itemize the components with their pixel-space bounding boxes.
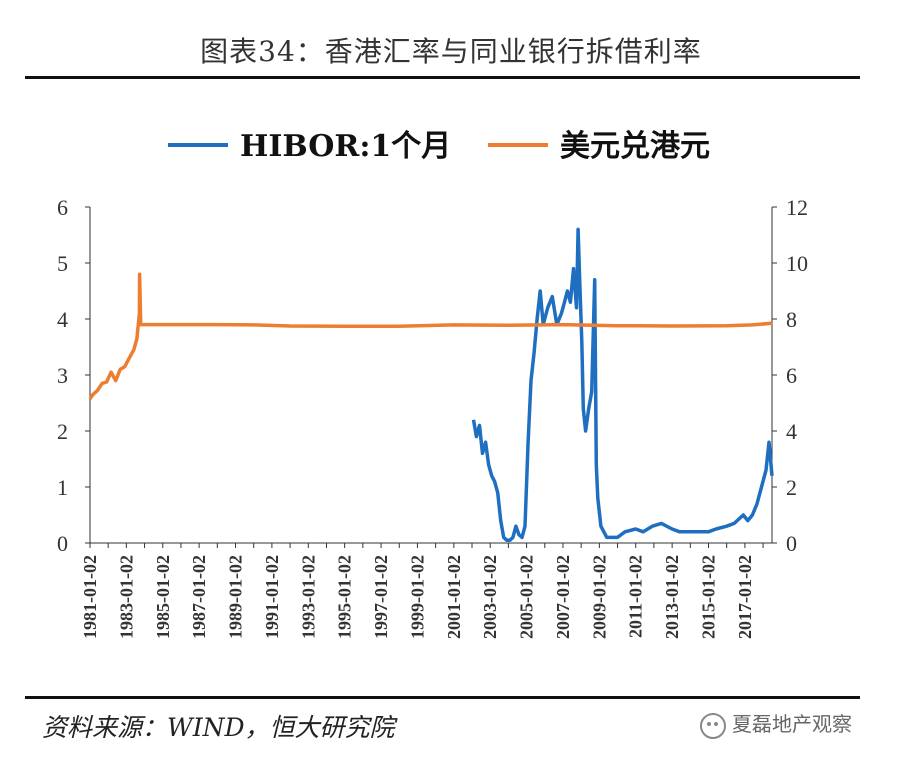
page-title: 图表34：香港汇率与同业银行拆借利率 <box>200 35 702 68</box>
x-tick-label: 2011-01-02 <box>626 555 646 638</box>
chart-legend: HIBOR:1个月 美元兑港元 <box>168 129 710 164</box>
y-right-tick-label: 10 <box>786 251 808 276</box>
x-tick-label: 2017-01-02 <box>735 555 755 639</box>
x-tick-label: 1987-01-02 <box>189 555 209 639</box>
y-right-tick-label: 8 <box>786 307 797 332</box>
y-left-tick-label: 6 <box>57 195 68 220</box>
x-tick-label: 2007-01-02 <box>553 555 573 639</box>
y-left-tick-label: 5 <box>57 251 68 276</box>
x-tick-label: 2015-01-02 <box>698 555 718 639</box>
source-note: 资料来源：WIND，恒大研究院 <box>42 713 395 742</box>
y-right-tick-label: 2 <box>786 475 797 500</box>
x-tick-label: 2009-01-02 <box>589 555 609 639</box>
title-divider <box>25 76 860 79</box>
x-tick-label: 2013-01-02 <box>662 555 682 639</box>
y-left-tick-label: 3 <box>57 363 68 388</box>
x-tick-label: 1995-01-02 <box>335 555 355 639</box>
x-tick-label: 2003-01-02 <box>480 555 500 639</box>
y-left-tick-label: 1 <box>57 475 68 500</box>
x-tick-label: 1993-01-02 <box>298 555 318 639</box>
y-right-tick-label: 4 <box>786 419 797 444</box>
x-tick-label: 1989-01-02 <box>226 555 246 639</box>
chart-series <box>88 227 774 542</box>
y-left-tick-label: 4 <box>57 307 68 332</box>
footer-divider <box>25 696 860 699</box>
watermark-text: 夏磊地产观察 <box>732 712 852 736</box>
x-tick-label: 2005-01-02 <box>517 555 537 639</box>
series-line-usd-hkd <box>88 272 773 400</box>
y-left-tick-label: 0 <box>57 531 68 556</box>
x-tick-label: 2001-01-02 <box>444 555 464 639</box>
y-right-tick-label: 0 <box>786 531 797 556</box>
watermark: 夏磊地产观察 <box>700 708 852 739</box>
wechat-icon <box>700 712 726 739</box>
y-right-tick-label: 6 <box>786 363 797 388</box>
x-tick-label: 1997-01-02 <box>371 555 391 639</box>
x-tick-label: 1983-01-02 <box>116 555 136 639</box>
x-tick-label: 1985-01-02 <box>153 555 173 639</box>
legend-item-usd-hkd-label: 美元兑港元 <box>560 129 710 164</box>
legend-item-hibor-label: HIBOR:1个月 <box>240 129 451 164</box>
x-tick-label: 1999-01-02 <box>407 555 427 639</box>
x-tick-label: 1981-01-02 <box>80 555 100 639</box>
y-right-tick-label: 12 <box>786 195 808 220</box>
x-tick-label: 1991-01-02 <box>262 555 282 639</box>
line-chart: HIBOR:1个月 美元兑港元 01234560246810121981-01-0… <box>57 129 808 639</box>
series-line-hibor <box>471 227 774 542</box>
y-left-tick-label: 2 <box>57 419 68 444</box>
